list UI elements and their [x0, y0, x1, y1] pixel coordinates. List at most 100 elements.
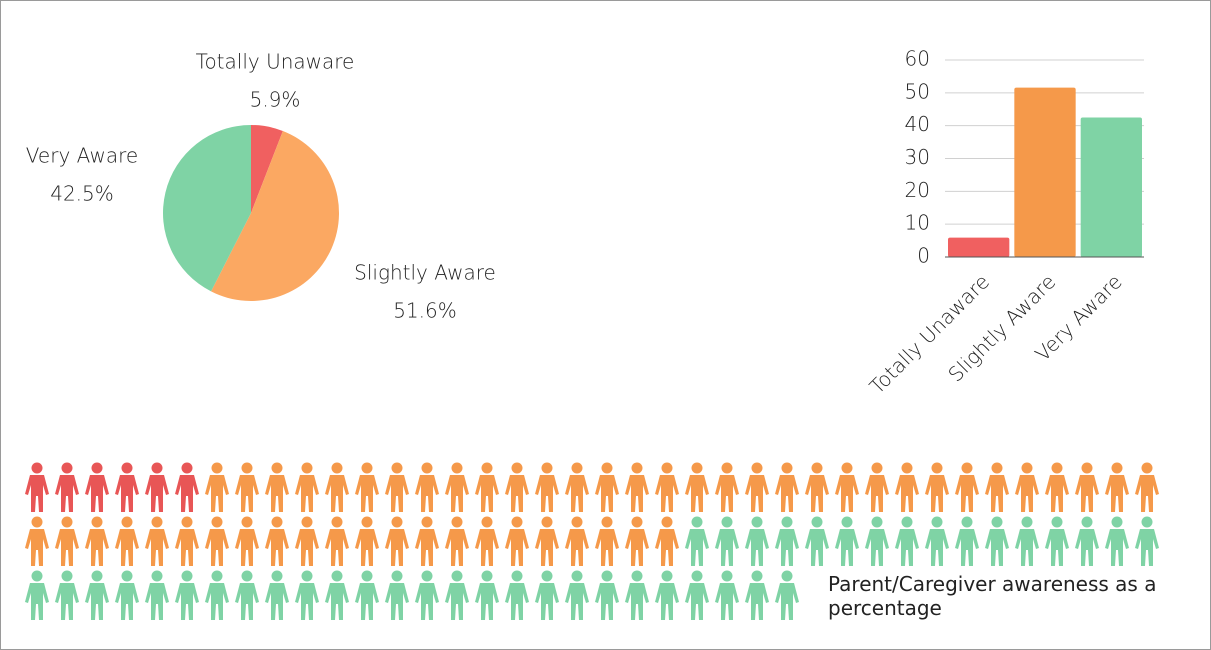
person-icon — [265, 570, 289, 620]
person-body — [415, 475, 439, 512]
person-head — [1081, 516, 1093, 528]
person-body — [85, 475, 109, 512]
person-head — [1111, 462, 1123, 474]
person-body — [55, 529, 79, 566]
person-body — [55, 475, 79, 512]
person-icon — [685, 462, 709, 512]
person-body — [985, 475, 1009, 512]
person-body — [835, 529, 859, 566]
person-head — [301, 570, 313, 582]
slice-value: 42.5% — [50, 182, 114, 206]
person-head — [421, 570, 433, 582]
person-icon — [295, 462, 319, 512]
person-head — [511, 570, 523, 582]
person-head — [1141, 516, 1153, 528]
person-icon — [445, 516, 469, 566]
person-icon — [775, 516, 799, 566]
person-icon — [535, 570, 559, 620]
person-icon — [205, 570, 229, 620]
person-body — [1015, 475, 1039, 512]
person-head — [211, 570, 223, 582]
person-icon — [745, 570, 769, 620]
person-body — [355, 583, 379, 620]
person-body — [235, 529, 259, 566]
person-body — [85, 583, 109, 620]
person-head — [631, 462, 643, 474]
person-icon — [685, 516, 709, 566]
person-head — [61, 516, 73, 528]
person-icon — [25, 462, 49, 512]
person-icon — [715, 570, 739, 620]
person-body — [535, 529, 559, 566]
person-body — [805, 475, 829, 512]
bar — [1080, 117, 1142, 257]
person-head — [181, 570, 193, 582]
person-head — [631, 516, 643, 528]
person-icon — [115, 570, 139, 620]
person-icon — [475, 462, 499, 512]
person-head — [1111, 516, 1123, 528]
person-icon — [835, 462, 859, 512]
person-body — [445, 475, 469, 512]
person-head — [511, 516, 523, 528]
person-head — [241, 516, 253, 528]
person-head — [241, 462, 253, 474]
person-head — [361, 516, 373, 528]
person-body — [655, 583, 679, 620]
person-head — [241, 570, 253, 582]
pie-slice — [162, 125, 251, 292]
person-head — [841, 516, 853, 528]
person-body — [1135, 475, 1159, 512]
person-icon — [85, 570, 109, 620]
person-icon — [895, 516, 919, 566]
person-head — [1021, 516, 1033, 528]
person-body — [955, 475, 979, 512]
person-body — [925, 475, 949, 512]
person-body — [1045, 475, 1069, 512]
person-body — [175, 529, 199, 566]
person-head — [421, 516, 433, 528]
person-body — [1015, 529, 1039, 566]
person-head — [91, 570, 103, 582]
person-head — [691, 516, 703, 528]
person-icon — [325, 462, 349, 512]
person-body — [115, 475, 139, 512]
person-icon — [355, 462, 379, 512]
person-body — [895, 529, 919, 566]
pie-slice — [251, 125, 283, 213]
person-head — [271, 570, 283, 582]
x-tick-label: Totally Unaware — [865, 269, 994, 398]
person-head — [301, 462, 313, 474]
person-body — [505, 529, 529, 566]
person-icon — [625, 516, 649, 566]
person-body — [775, 475, 799, 512]
person-body — [895, 475, 919, 512]
person-icon — [595, 516, 619, 566]
person-icon — [55, 462, 79, 512]
person-body — [955, 529, 979, 566]
person-icon — [295, 516, 319, 566]
person-icon — [1045, 462, 1069, 512]
person-icon — [595, 570, 619, 620]
person-body — [25, 529, 49, 566]
person-body — [445, 529, 469, 566]
person-head — [721, 516, 733, 528]
person-icon — [925, 516, 949, 566]
person-body — [175, 583, 199, 620]
y-tick-label: 40 — [905, 112, 930, 136]
person-head — [31, 516, 43, 528]
y-tick-label: 10 — [905, 211, 930, 235]
person-head — [1051, 462, 1063, 474]
person-body — [715, 529, 739, 566]
person-head — [991, 462, 1003, 474]
person-body — [25, 475, 49, 512]
person-head — [61, 462, 73, 474]
person-head — [121, 570, 133, 582]
person-body — [265, 529, 289, 566]
person-head — [661, 570, 673, 582]
person-body — [565, 529, 589, 566]
person-head — [211, 462, 223, 474]
person-icon — [565, 570, 589, 620]
person-head — [751, 516, 763, 528]
